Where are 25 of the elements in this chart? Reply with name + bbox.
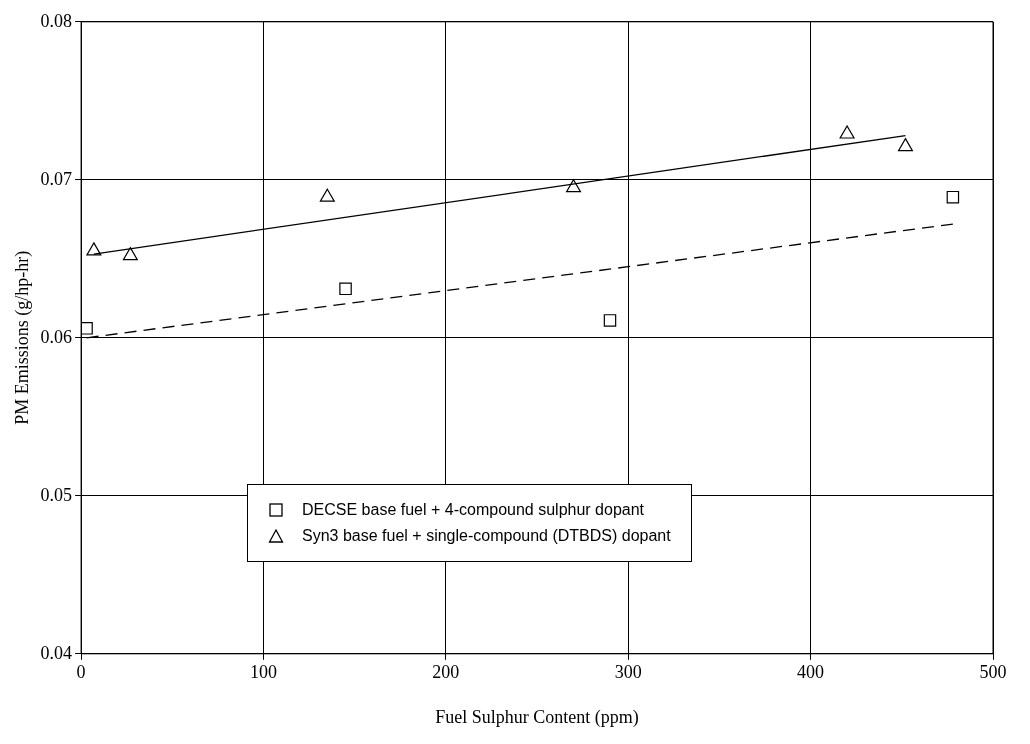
x-tick-label: 0 xyxy=(76,662,86,683)
point xyxy=(946,190,960,204)
point xyxy=(839,125,855,139)
point xyxy=(122,247,138,261)
legend-label: Syn3 base fuel + single-compound (DTBDS) dopant xyxy=(302,525,671,546)
x-tick-label: 500 xyxy=(979,662,1007,683)
y-tick-label: 0.08 xyxy=(40,10,73,31)
x-axis-title: Fuel Sulphur Content (ppm) xyxy=(435,706,639,728)
point xyxy=(897,138,913,152)
y-tick-label: 0.07 xyxy=(40,168,73,189)
y-tick-label: 0.04 xyxy=(40,642,73,663)
x-tick-label: 300 xyxy=(614,662,642,683)
point xyxy=(603,314,617,327)
x-tick-label: 200 xyxy=(432,662,460,683)
x-tick-label: 400 xyxy=(797,662,825,683)
point xyxy=(339,282,352,296)
y-tick-label: 0.06 xyxy=(40,326,73,347)
y-tick-label: 0.05 xyxy=(40,484,73,505)
point xyxy=(566,179,582,193)
legend-label: DECSE base fuel + 4-compound sulphur dopant xyxy=(302,499,645,520)
point xyxy=(86,242,102,256)
point xyxy=(319,188,335,202)
y-axis-title: PM Emissions (g/hp-hr) xyxy=(11,250,33,425)
x-tick-label: 100 xyxy=(249,662,277,683)
point xyxy=(81,322,93,335)
